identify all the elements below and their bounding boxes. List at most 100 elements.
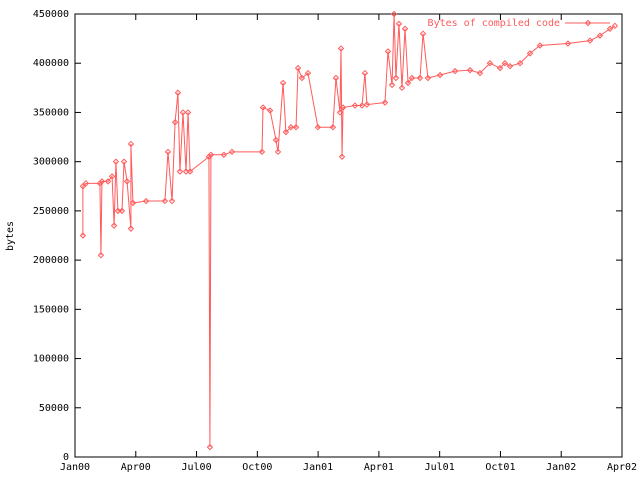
data-point xyxy=(338,153,346,160)
data-point xyxy=(207,151,215,158)
data-point xyxy=(79,183,87,190)
data-point xyxy=(536,42,544,49)
data-point xyxy=(108,173,116,180)
data-point xyxy=(274,148,282,156)
data-point xyxy=(258,148,266,156)
data-point xyxy=(358,102,366,109)
y-tick-label: 300000 xyxy=(33,157,69,168)
data-point xyxy=(142,197,150,205)
data-point xyxy=(361,69,369,77)
data-point xyxy=(329,124,337,131)
legend-marker xyxy=(584,19,592,27)
y-tick-label: 150000 xyxy=(33,304,69,315)
y-tick-label: 0 xyxy=(63,452,69,463)
y-tick-label: 200000 xyxy=(33,255,69,266)
data-point xyxy=(127,225,135,232)
data-point xyxy=(104,178,112,185)
data-point xyxy=(486,60,494,67)
data-point xyxy=(282,128,290,136)
data-point xyxy=(174,89,182,96)
data-point xyxy=(220,151,228,158)
data-point xyxy=(586,37,594,44)
data-point xyxy=(424,74,432,82)
data-point xyxy=(228,148,236,156)
data-point xyxy=(110,222,118,229)
y-tick-label: 350000 xyxy=(33,107,69,118)
data-point xyxy=(398,84,406,92)
x-tick-label: Apr01 xyxy=(364,462,394,473)
data-point xyxy=(363,101,371,108)
y-tick-label: 250000 xyxy=(33,206,69,217)
data-point xyxy=(611,22,619,30)
data-point xyxy=(332,74,340,82)
data-point xyxy=(294,64,302,72)
data-point xyxy=(179,109,187,116)
legend-label: Bytes of compiled code xyxy=(428,18,560,29)
data-point xyxy=(279,79,287,87)
data-point xyxy=(186,168,194,175)
data-point xyxy=(184,109,192,116)
data-point xyxy=(171,119,179,126)
x-tick-label: Jul01 xyxy=(425,462,455,473)
x-tick-label: Apr00 xyxy=(121,462,151,473)
data-point xyxy=(98,178,106,185)
data-point xyxy=(314,124,322,131)
data-point xyxy=(381,99,389,106)
data-point xyxy=(390,10,398,18)
y-axis-label: bytes xyxy=(5,221,16,251)
data-point xyxy=(596,32,604,39)
data-point xyxy=(404,79,412,87)
data-point xyxy=(392,74,400,82)
data-point xyxy=(123,178,131,185)
y-tick-label: 100000 xyxy=(33,354,69,365)
y-tick-label: 400000 xyxy=(33,58,69,69)
data-point xyxy=(606,25,614,32)
data-point xyxy=(82,180,90,187)
data-point xyxy=(304,69,312,77)
data-point xyxy=(419,30,427,37)
data-point xyxy=(96,180,104,187)
data-point xyxy=(466,66,474,74)
x-tick-label: Oct00 xyxy=(242,462,272,473)
data-point xyxy=(451,67,459,75)
data-point xyxy=(266,107,274,114)
data-point xyxy=(496,64,504,72)
data-point xyxy=(564,40,572,47)
data-line xyxy=(82,13,616,448)
data-point xyxy=(388,81,396,89)
data-point xyxy=(395,20,403,28)
x-tick-label: Jan00 xyxy=(60,462,90,473)
data-point xyxy=(292,124,300,131)
y-tick-label: 50000 xyxy=(39,403,69,414)
data-point xyxy=(112,158,120,165)
data-point xyxy=(501,60,509,67)
plot-frame xyxy=(74,13,623,458)
data-point xyxy=(337,45,345,52)
data-point xyxy=(161,197,169,205)
x-tick-label: Jul00 xyxy=(182,462,212,473)
data-point xyxy=(526,50,534,57)
data-point xyxy=(272,136,280,144)
data-point xyxy=(176,168,184,175)
data-point xyxy=(339,104,347,111)
x-tick-label: Oct01 xyxy=(485,462,515,473)
data-point xyxy=(351,102,359,109)
x-tick-label: Apr02 xyxy=(607,462,637,473)
data-point xyxy=(206,443,214,451)
data-point xyxy=(182,168,190,175)
data-point xyxy=(516,60,524,67)
y-tick-label: 450000 xyxy=(33,9,69,20)
data-point xyxy=(164,148,172,156)
data-point xyxy=(384,48,392,55)
data-point xyxy=(127,140,135,148)
data-point xyxy=(114,207,122,215)
data-point xyxy=(476,69,484,77)
data-point xyxy=(287,124,295,131)
data-point xyxy=(298,74,306,82)
x-tick-label: Jan02 xyxy=(546,462,576,473)
x-tick-label: Jan01 xyxy=(303,462,333,473)
data-point xyxy=(401,25,409,32)
data-point xyxy=(416,74,424,82)
data-point xyxy=(506,62,514,70)
